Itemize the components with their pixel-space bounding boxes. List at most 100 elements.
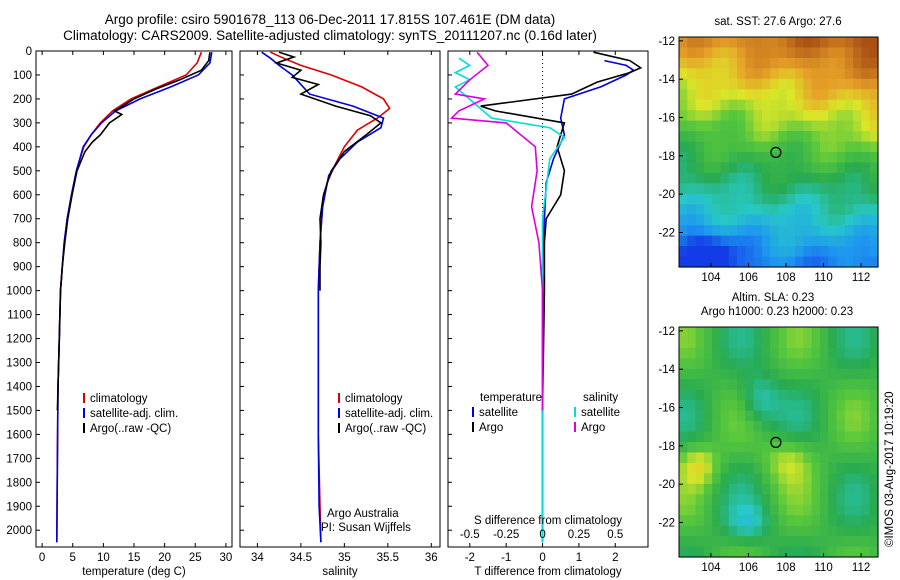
sst-map-cell <box>745 183 755 195</box>
sla-map-lon-label: 108 <box>776 562 795 574</box>
sst-map-lon-label: 108 <box>776 272 795 284</box>
sla-map-cell <box>853 452 863 464</box>
sla-map-cell <box>761 504 771 516</box>
sst-map-cell <box>770 183 780 195</box>
sst-map-cell <box>703 256 713 268</box>
sla-map-cell <box>803 525 813 537</box>
sla-map-cell <box>695 368 705 380</box>
sla-map-cell <box>712 515 722 527</box>
sla-map-cell <box>695 379 705 391</box>
sst-map-cell <box>803 172 813 184</box>
sst-map-cell <box>861 68 871 80</box>
sla-map-cell <box>679 473 688 485</box>
sla-map-cell <box>679 483 688 495</box>
sst-map-cell <box>778 162 788 174</box>
sst-map-cell <box>795 37 804 49</box>
sla-map-cell <box>712 483 722 495</box>
sla-map-cell <box>844 431 854 443</box>
sla-map-cell <box>853 379 863 391</box>
sst-map-cell <box>861 57 871 69</box>
sst-map-cell <box>861 246 871 258</box>
sst-map-cell <box>844 99 854 111</box>
sla-map-cell <box>795 462 804 474</box>
sla-map-cell <box>795 327 804 339</box>
temperature-legend-entry-label: satellite-adj. clim. <box>90 408 178 420</box>
sla-map-cell <box>695 483 705 495</box>
sla-map-cell <box>695 504 705 516</box>
sla-map-cell <box>753 494 763 506</box>
sla-map-cell <box>687 358 697 370</box>
sla-map-cell <box>703 536 713 548</box>
sla-map-cell <box>844 410 854 422</box>
sst-map-lon-label: 106 <box>739 272 758 284</box>
sla-map-cell <box>737 483 746 495</box>
sla-map-cell <box>778 442 788 454</box>
sst-map-cell <box>712 141 722 153</box>
sst-map-cell <box>836 68 846 80</box>
sla-map-cell <box>853 389 863 401</box>
sla-map-cell <box>728 421 738 433</box>
sst-map-cell <box>853 193 863 205</box>
sla-map-cell <box>836 389 846 401</box>
sla-map-cell <box>761 379 771 391</box>
sst-map-cell <box>770 214 780 226</box>
sla-map-cell <box>778 358 788 370</box>
sla-map-cell <box>679 421 688 433</box>
sst-map-cell <box>679 131 688 143</box>
sla-map-cell <box>761 347 771 359</box>
sla-map-cell <box>720 379 730 391</box>
sst-map-cell <box>761 183 771 195</box>
sst-map-cell <box>836 99 846 111</box>
sst-map-cell <box>811 152 821 164</box>
sst-map-cell <box>786 214 796 226</box>
sst-map-cell <box>803 99 813 111</box>
sst-map-cell <box>712 89 722 101</box>
sla-map-cell <box>803 504 813 516</box>
sst-map-cell <box>861 214 871 226</box>
sst-map-cell <box>728 235 738 247</box>
sst-map-cell <box>770 57 780 69</box>
sst-map-cell <box>720 162 730 174</box>
sla-map-cell <box>828 462 838 474</box>
sst-map-cell <box>795 57 804 69</box>
sla-map-cell <box>712 347 722 359</box>
sla-map-cell <box>703 494 713 506</box>
sst-map-cell <box>720 99 730 111</box>
sla-map-cell <box>853 504 863 516</box>
sst-map-cell <box>828 131 838 143</box>
sst-map-cell <box>770 235 780 247</box>
sla-map-cell <box>844 504 854 516</box>
sla-map-cell <box>679 410 688 422</box>
sla-map-cell <box>770 452 780 464</box>
sla-map-cell <box>786 525 796 537</box>
sst-map-cell <box>869 152 879 164</box>
sla-map-cell <box>695 347 705 359</box>
sst-map-cell <box>761 47 771 59</box>
sst-map-cell <box>703 37 713 49</box>
sla-map-heatmap <box>679 327 879 558</box>
sla-map-cell <box>687 431 697 443</box>
sla-map-cell <box>844 473 854 485</box>
depth-tick-label: 400 <box>13 142 32 154</box>
sla-map-cell <box>819 421 829 433</box>
sla-map-cell <box>869 421 879 433</box>
sst-map-cell <box>712 214 722 226</box>
sla-map-cell <box>811 452 821 464</box>
sla-map-cell <box>770 483 780 495</box>
sla-map-cell <box>687 421 697 433</box>
sla-map-cell <box>753 421 763 433</box>
sla-map-cell <box>844 421 854 433</box>
sla-map-cell <box>703 546 713 558</box>
sst-map-cell <box>737 47 746 59</box>
sla-map-cell <box>761 400 771 412</box>
depth-tick-label: 300 <box>13 118 32 130</box>
sst-map-cell <box>795 110 804 122</box>
sla-map-cell <box>770 494 780 506</box>
sst-map-cell <box>803 141 813 153</box>
sst-map-cell <box>836 172 846 184</box>
sla-map-cell <box>869 337 879 349</box>
sla-map-cell <box>795 368 804 380</box>
sst-map-cell <box>803 131 813 143</box>
sst-map-cell <box>687 47 697 59</box>
sst-map-cell <box>869 183 879 195</box>
